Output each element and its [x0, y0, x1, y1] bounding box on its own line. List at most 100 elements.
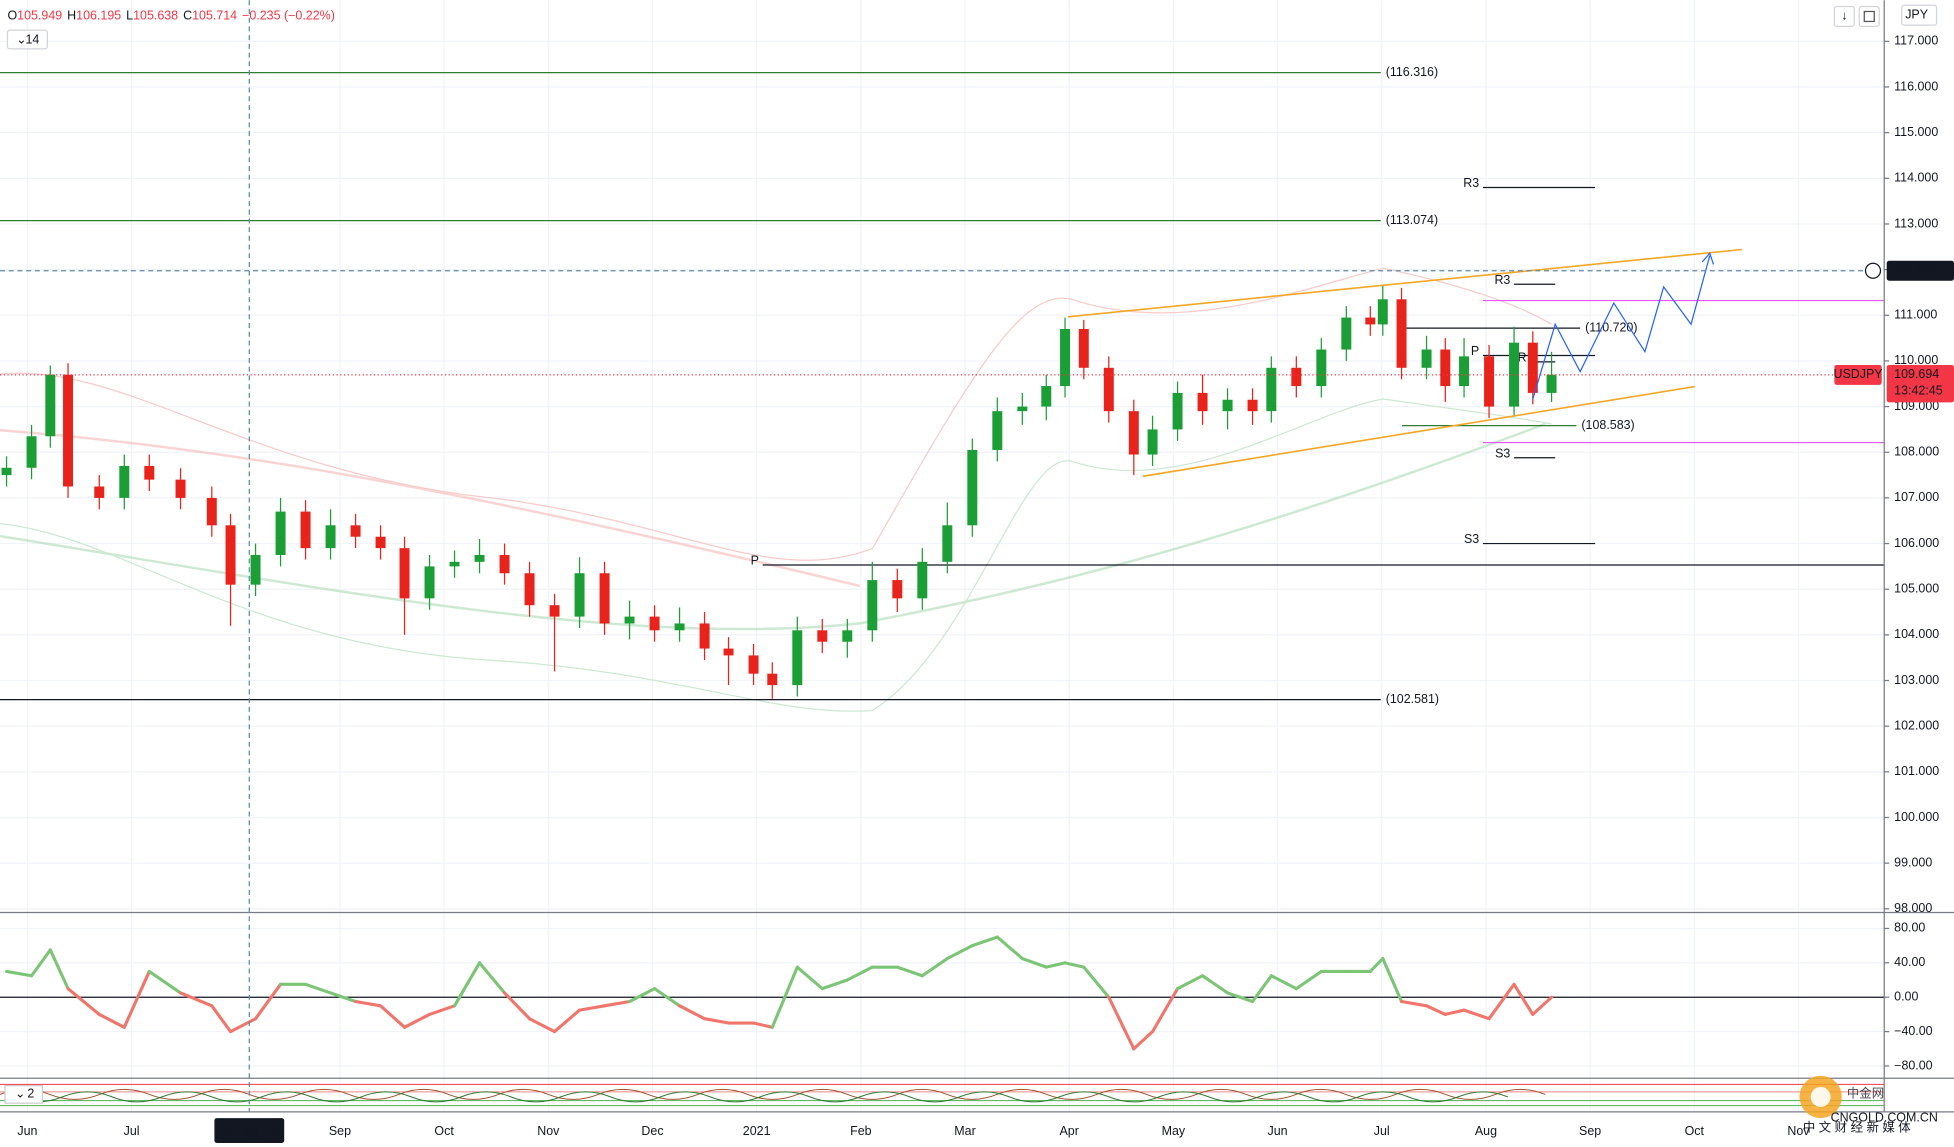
candle-body — [748, 655, 759, 674]
oscillator-segment — [30, 948, 52, 978]
ohlc-token: H — [67, 9, 76, 23]
candle-body — [375, 536, 386, 549]
oscillator-segment — [603, 999, 632, 1008]
oscillator-segment — [1020, 956, 1048, 969]
oscillator-segment — [770, 965, 799, 1029]
scroll-button[interactable] — [1833, 5, 1855, 28]
oscillator-segment — [1487, 982, 1516, 1021]
crosshair-time: 04 Aug '20 — [220, 1124, 279, 1138]
oscillator-segment — [354, 999, 383, 1008]
indicator-badge-box[interactable] — [6, 29, 48, 50]
x-tick-label: 2021 — [743, 1124, 771, 1138]
candle-body — [1172, 392, 1183, 430]
candle-body — [1017, 406, 1028, 412]
oscillator-segment — [502, 991, 532, 1021]
candle-body — [1440, 349, 1451, 387]
oscillator-segment — [1443, 1008, 1466, 1016]
oscillator-segment — [995, 935, 1024, 961]
crosshair-price-badge — [1886, 260, 1954, 281]
collapse-icon[interactable]: ⌄ — [16, 32, 26, 46]
symbol-label: USDJPY — [1833, 367, 1883, 381]
candle-body — [1060, 328, 1071, 387]
y-tick-label: 108.000 — [1894, 445, 1939, 459]
pivot-label: S3 — [1495, 446, 1510, 460]
pivot-label: R3 — [1494, 273, 1510, 287]
x-tick-label: Aug — [1475, 1124, 1497, 1138]
countdown: 13:42:45 — [1894, 383, 1943, 397]
candle-body — [1078, 328, 1089, 368]
oscillator-segment — [210, 1004, 233, 1034]
candle-body — [1103, 367, 1114, 412]
candle-body — [1266, 367, 1277, 412]
last-price: 109.694 — [1894, 367, 1939, 381]
currency-button[interactable] — [1901, 4, 1938, 26]
oscillator-segment — [1251, 974, 1273, 1004]
ohlc-token: 105.714 — [192, 9, 237, 23]
ohlc-legend: O105.949 H106.195 L105.638 C105.714 −0.235 (… — [7, 9, 334, 23]
maximize-icon — [1863, 10, 1875, 23]
level-label: (116.316) — [1386, 65, 1438, 79]
x-tick-label: Jun — [17, 1124, 37, 1138]
candle-body — [817, 630, 828, 642]
oscillator-segment — [1368, 956, 1385, 973]
pivot-label: S3 — [1464, 532, 1479, 546]
y-tick-label: 109.000 — [1894, 399, 1939, 413]
y-tick-label: 0.00 — [1894, 990, 1918, 1004]
candle-body — [649, 616, 660, 631]
collapse-icon[interactable]: ⌄ — [15, 1087, 25, 1101]
candle-body — [144, 465, 155, 480]
oscillator-segment — [66, 987, 101, 1016]
candle-body — [1222, 399, 1233, 412]
candle-body — [275, 511, 286, 555]
oscillator-segment — [228, 1017, 258, 1034]
x-tick-label: Nov — [537, 1124, 560, 1138]
candle-body — [917, 561, 928, 599]
y-tick-label: 104.000 — [1894, 627, 1939, 641]
oscillator-segment — [1294, 969, 1323, 991]
pivot-label: P — [1471, 344, 1479, 358]
candle-body — [1128, 411, 1139, 455]
candle-body — [792, 630, 803, 686]
x-tick-label: Jun — [1268, 1124, 1288, 1138]
candle-body — [175, 479, 186, 498]
candle-body — [992, 411, 1003, 450]
maximize-button[interactable] — [1858, 5, 1880, 28]
watermark-domain: CNGOLD.COM.CN — [1831, 1110, 1938, 1124]
ohlc-token: 105.949 — [17, 9, 62, 23]
oscillator-segment — [552, 1008, 582, 1034]
candle-body — [325, 525, 336, 549]
oscillator-segment — [820, 978, 849, 991]
oscillator-segment — [427, 1004, 457, 1016]
x-tick-label: Oct — [1685, 1124, 1705, 1138]
candle-body — [225, 525, 236, 585]
candle-body — [549, 605, 560, 617]
oscillator-segment — [845, 965, 874, 982]
pivot-label: R3 — [1463, 176, 1479, 190]
oscillator-segment — [1082, 965, 1111, 999]
x-tick-label: Jul — [1374, 1124, 1390, 1138]
crosshair-price: 111.976 — [1894, 263, 1938, 277]
candle-body — [45, 374, 56, 437]
oscillator-segment — [329, 991, 358, 1004]
oscillator-segment — [527, 1017, 557, 1034]
projection-arrow — [1701, 251, 1715, 265]
oscillator-segment — [920, 956, 949, 978]
ohlc-token: O — [7, 9, 17, 23]
y-tick-label: 100.000 — [1894, 810, 1939, 824]
y-tick-label: 99.000 — [1894, 855, 1932, 869]
oscillator-segment — [122, 969, 151, 1029]
sub-panel — [0, 1083, 1885, 1107]
candle-body — [767, 673, 778, 686]
grid — [0, 0, 1885, 1112]
candle-body — [350, 525, 361, 537]
oscillator-segment — [945, 944, 974, 961]
candle-body — [574, 573, 585, 617]
candle-body — [1316, 349, 1327, 387]
candle-body — [1291, 367, 1302, 387]
oscillator-segment — [970, 935, 999, 948]
oscillator-segment — [48, 948, 70, 991]
y-tick-label: 106.000 — [1894, 536, 1939, 550]
level-label: (113.074) — [1386, 213, 1438, 227]
